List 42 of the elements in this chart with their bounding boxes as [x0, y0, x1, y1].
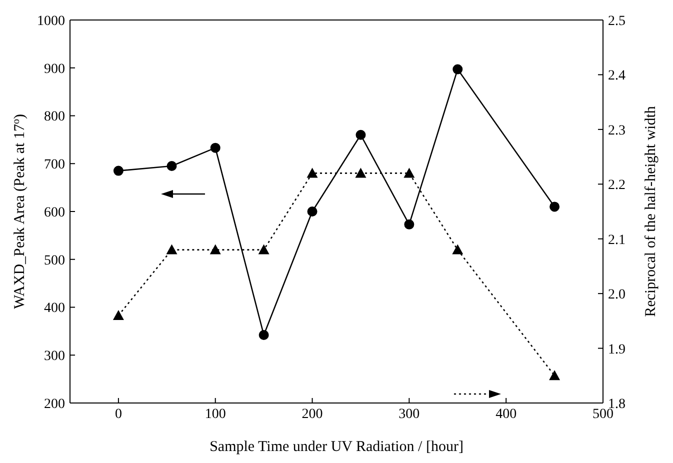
x-tick-label: 400: [496, 406, 517, 422]
y-tick-label: 400: [44, 301, 65, 316]
y2-tick-label: 1.9: [608, 342, 626, 358]
y-tick-label: 1000: [37, 14, 65, 29]
point: [307, 206, 318, 216]
point: [404, 219, 414, 230]
x-tick-label: 300: [398, 406, 420, 422]
point: [452, 64, 463, 74]
point: [550, 202, 560, 212]
point: [356, 130, 366, 140]
point: [210, 142, 220, 153]
y-tick-label: 200: [44, 396, 65, 412]
point: [210, 244, 221, 254]
x-tick-label: 200: [302, 406, 323, 422]
y2-axis-title: Reciprocal of the half-height width: [643, 106, 659, 317]
y-tick-label: 800: [44, 110, 65, 125]
y2-tick-label: 2.3: [608, 123, 626, 138]
y-tick-label: 900: [44, 62, 65, 77]
point: [258, 244, 270, 254]
y-tick-label: 700: [44, 158, 65, 173]
y2-tick-label: 2.1: [608, 232, 626, 248]
point: [355, 168, 366, 178]
y-tick-label: 300: [44, 349, 65, 364]
y2-tick-label: 2.2: [608, 178, 626, 194]
point: [404, 168, 415, 178]
point: [166, 161, 177, 172]
y2-tick-label: 2.4: [608, 68, 626, 84]
point: [549, 370, 560, 380]
x-axis-title: Sample Time under UV Radiation / [hour]: [210, 439, 464, 455]
y-tick-label: 600: [44, 205, 65, 220]
point: [113, 166, 124, 176]
x-tick-label: 100: [204, 406, 226, 422]
point: [306, 168, 318, 178]
y2-tick-label: 2.0: [608, 288, 626, 303]
point: [112, 310, 124, 320]
point: [166, 244, 178, 254]
point: [452, 244, 464, 254]
y2-tick-label: 2.5: [608, 14, 626, 29]
point: [258, 330, 269, 340]
x-tick-label: 0: [114, 406, 122, 422]
x-tick-label: 500: [592, 406, 614, 422]
y-tick-label: 500: [44, 253, 65, 268]
